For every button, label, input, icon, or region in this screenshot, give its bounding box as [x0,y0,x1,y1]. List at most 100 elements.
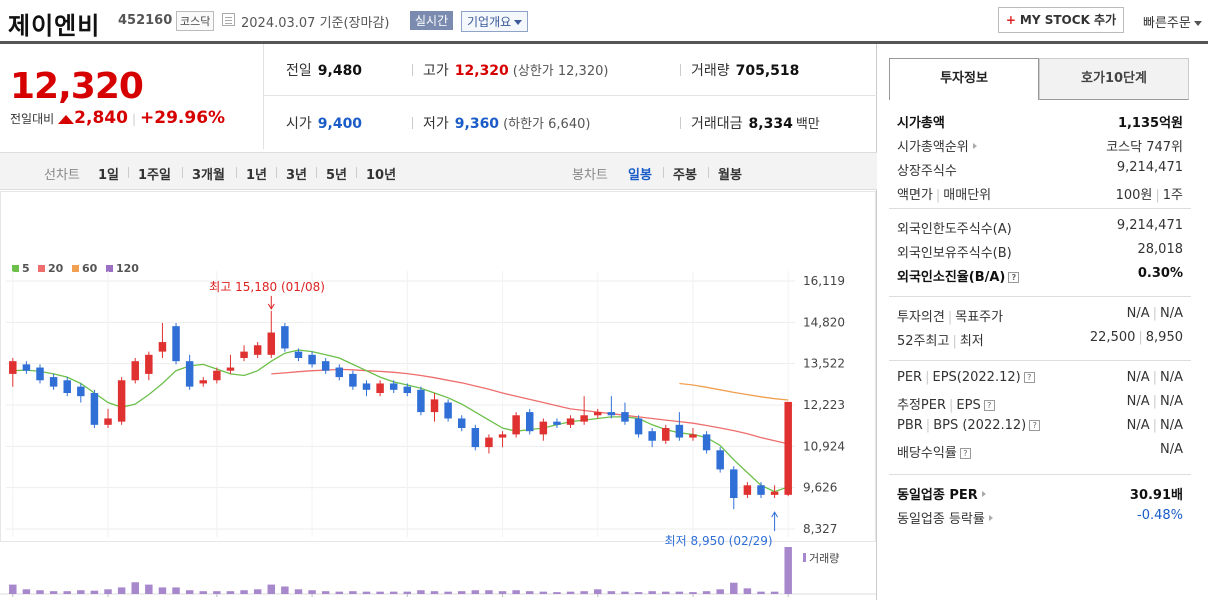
info-key: 시가총액 [897,116,945,131]
info-key-2: EPS(2022.12) [932,370,1021,385]
prev-close-value: 9,480 [317,63,363,79]
candle-body [417,389,425,413]
info-value-wrap: 9,214,471 [1117,218,1183,233]
tab-orderbook[interactable]: 호가10단계 [1039,58,1189,100]
candle-body [444,402,452,419]
volume-bar [457,591,466,594]
period-3y[interactable]: 3년 [286,168,308,183]
info-row: 외국인보유주식수(B) 28,018 [897,240,1183,262]
info-key-2: 목표주가 [955,310,1004,325]
realtime-button[interactable]: 실시간 [410,11,454,30]
candle-body [485,437,493,448]
help-icon[interactable]: ? [983,400,995,411]
candle-body [770,491,779,495]
volume-bar [757,591,765,594]
volume-bar [185,590,194,594]
info-row[interactable]: PBR | BPS (2022.12)? N/A | N/A [897,416,1183,438]
candle-weekly[interactable]: 주봉 [673,168,697,183]
volume-bar [485,590,493,594]
volume-bar [594,589,602,594]
volume-bar [9,584,17,594]
candle-body [621,412,629,422]
company-info-dropdown[interactable]: 기업개요 [461,11,529,32]
candle-body [117,380,126,422]
y-tick-label: 8,327 [803,522,837,536]
candle-body [730,469,738,499]
volume-bar [444,591,452,594]
info-row: 상장주식수 9,214,471 [897,158,1183,180]
divider: | [947,310,953,325]
upper-limit: (상한가 12,320) [512,64,609,79]
low-arrow-head [771,511,779,518]
period-10y[interactable]: 10년 [366,168,397,183]
help-icon[interactable]: ? [1023,372,1035,383]
volume-bar [22,589,31,594]
volume-bar [702,591,711,594]
divider: | [1152,418,1157,433]
period-1d[interactable]: 1일 [98,168,120,183]
info-value-wrap: -0.48% [1137,508,1183,523]
info-row[interactable]: 시가총액순위 코스닥 747위 [897,134,1183,156]
candle-body [634,418,643,435]
volume-bar [240,590,248,594]
volume-bar [607,591,616,594]
divider [412,64,413,76]
candle-body [308,354,316,365]
candle-body [607,412,616,416]
volume-bar [430,591,439,594]
candle-body [389,383,398,390]
info-key: 상장주식수 [897,164,957,179]
help-icon[interactable]: ? [1029,420,1041,431]
info-row[interactable]: PER | EPS(2022.12)? N/A | N/A [897,368,1183,390]
divider: | [1152,306,1157,321]
candle-body [22,364,31,371]
info-row[interactable]: 외국인소진율(B/A)? 0.30% [897,264,1183,286]
info-row[interactable]: 배당수익률? N/A [897,440,1183,462]
divider [708,167,709,178]
candle-body [689,434,697,438]
info-row[interactable]: 동일업종 등락률 -0.48% [897,506,1183,528]
info-row[interactable]: 추정PER | EPS? N/A | N/A [897,392,1183,414]
add-mystock-label: MY STOCK 추가 [1019,13,1117,27]
current-price: 12,320 [10,66,144,107]
candle-body [267,332,276,355]
help-icon[interactable]: ? [959,448,971,459]
legend-swatch [106,265,113,272]
period-1w[interactable]: 1주일 [138,168,171,183]
volume-bar [512,590,520,594]
volume-bar [525,591,534,594]
volume-bar [784,547,792,594]
period-5y[interactable]: 5년 [326,168,348,183]
divider [128,167,129,178]
info-value: 100원 [1115,188,1153,203]
divider: | [131,112,136,126]
period-3m[interactable]: 3개월 [192,168,225,183]
info-value-2: N/A [1160,418,1183,433]
info-value-2: N/A [1160,394,1183,409]
add-mystock-button[interactable]: + MY STOCK 추가 [998,7,1124,33]
info-key-wrap: 시가총액순위 [897,136,977,155]
candle-daily[interactable]: 일봉 [628,168,652,183]
info-row[interactable]: 동일업종 PER 30.91배 [897,482,1183,504]
open-price: 시가 9,400 [286,113,362,133]
candle-body [362,383,371,390]
low-label: 저가 [423,116,449,132]
candle-body [90,393,99,425]
volume-bar [308,590,316,594]
candle-monthly[interactable]: 월봉 [718,168,742,183]
tab-invest-info[interactable]: 투자정보 [889,58,1039,100]
quick-order-dropdown[interactable]: 빠른주문 [1143,12,1202,31]
info-key: 액면가 [897,188,933,203]
high-arrow-head [267,303,275,310]
candle-body [471,428,480,448]
volume-bar [403,591,412,594]
period-1y[interactable]: 1년 [246,168,268,183]
info-value-wrap: N/A | N/A [1127,394,1183,409]
info-key-2: EPS [956,398,981,413]
high-annotation: 최고 15,180 (01/08) [209,280,325,294]
info-value: 9,214,471 [1116,160,1183,175]
help-icon[interactable]: ? [1008,272,1020,283]
info-value: N/A [1126,306,1150,321]
divider: | [952,334,957,349]
price-chart[interactable]: 5 20 60 120 16,119 14,820 13,522 12,223 10,924 9,… [0,191,877,600]
